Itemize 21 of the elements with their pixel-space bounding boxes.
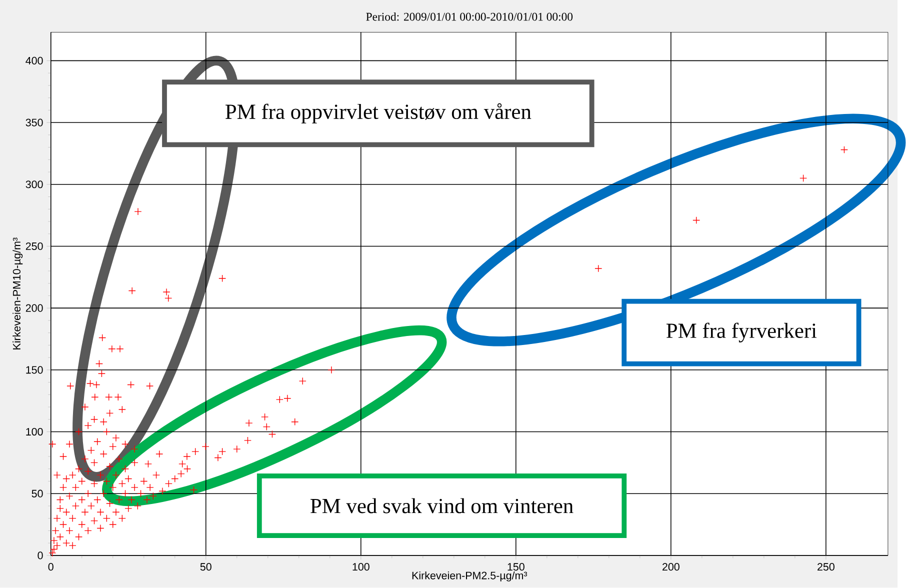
annotation: PM fra oppvirvlet veistøv om våren bbox=[226, 103, 532, 124]
y-tick-label: 350 bbox=[26, 118, 43, 126]
x-tick-label: 100 bbox=[352, 563, 370, 571]
y-tick-label: 0 bbox=[38, 552, 43, 560]
x-axis-title: Kirkeveien-PM2.5-µg/m³ bbox=[412, 572, 528, 582]
y-axis-title: Kirkeveien-PM10-µg/m³ bbox=[12, 238, 23, 350]
y-tick-label: 250 bbox=[26, 242, 43, 250]
x-tick-label: 150 bbox=[508, 563, 524, 571]
annotation: PM ved svak vind om vinteren bbox=[310, 498, 574, 514]
y-tick-label: 150 bbox=[26, 366, 43, 374]
y-tick-label: 100 bbox=[26, 428, 43, 436]
annotation: PM fra fyrverkeri bbox=[666, 322, 817, 343]
y-tick-label: 300 bbox=[26, 180, 43, 188]
x-tick-label: 250 bbox=[818, 563, 834, 571]
x-tick-label: 50 bbox=[200, 563, 212, 571]
x-tick-label: 0 bbox=[48, 563, 54, 571]
y-tick-label: 200 bbox=[26, 304, 43, 312]
chart-title: Period: 2009/01/01 00:00-2010/01/01 00:00 bbox=[366, 12, 573, 21]
x-tick-label: 200 bbox=[662, 563, 680, 571]
y-tick-label: 50 bbox=[32, 490, 43, 498]
y-tick-label: 400 bbox=[26, 57, 43, 65]
